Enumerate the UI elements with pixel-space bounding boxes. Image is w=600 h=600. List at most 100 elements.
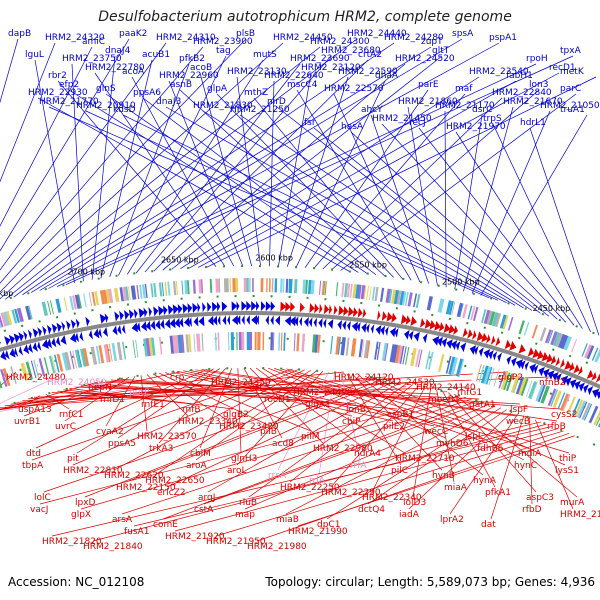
forward-gene-label: gltT: [432, 46, 450, 56]
reverse-gene-label: dpC1: [317, 520, 340, 530]
gene-arrow: [460, 342, 467, 353]
leader-line: [48, 42, 500, 289]
reverse-gene-label: wecB: [506, 417, 530, 427]
leader-line: [189, 369, 476, 432]
cog-band: [272, 332, 275, 351]
forward-gene-label: HRM2_22840: [492, 88, 552, 98]
cog-band: [201, 333, 204, 352]
kbp-label: 2500 kbp: [442, 277, 480, 286]
leader-line: [285, 405, 496, 515]
cog-band: [489, 311, 496, 326]
forward-gene-label: dsrC: [472, 105, 492, 115]
forward-gene-label: HRM2_22590: [338, 67, 398, 77]
gene-arrow: [221, 301, 228, 312]
gene-arrow: [0, 341, 1, 344]
cog-band: [537, 384, 546, 403]
cog-band: [95, 345, 101, 364]
reverse-gene-label: lspF: [510, 405, 528, 415]
gene-arrow: [32, 342, 38, 352]
cog-band: [513, 375, 520, 394]
forward-gene-label: zupT: [421, 37, 443, 47]
cog-band: [235, 278, 239, 293]
cog-band: [43, 357, 50, 375]
cog-band: [47, 300, 52, 315]
cog-band: [366, 340, 371, 359]
cog-band: [49, 300, 54, 315]
forward-gene-label: nirD: [267, 97, 286, 107]
reverse-gene-label: acd8: [272, 439, 294, 449]
cog-band: [193, 333, 196, 352]
cog-band: [0, 312, 8, 327]
forward-gene-label: HRM2_21050: [540, 101, 600, 111]
gene-arrow: [141, 321, 147, 332]
cog-band: [74, 349, 82, 368]
forward-gene-label: efp2: [59, 80, 79, 90]
reverse-gene-label: putP: [129, 388, 150, 398]
gene-arrow: [202, 302, 206, 313]
gene-arrow: [103, 327, 108, 337]
forward-gene-label: plsB: [236, 29, 255, 39]
cog-band: [595, 416, 600, 426]
leader-line: [117, 368, 220, 439]
gene-arrow: [568, 362, 575, 372]
forward-gene-label: HRM2_21450: [372, 114, 432, 124]
cog-band: [119, 287, 124, 302]
gene-arrow: [434, 320, 441, 331]
cog-band: [296, 279, 301, 294]
cog-band: [363, 340, 370, 359]
reverse-gene-label: HRM2_21920: [165, 532, 225, 542]
leader-line: [84, 378, 384, 498]
cog-band: [552, 390, 562, 409]
cog-band: [352, 284, 357, 299]
gene-arrow: [488, 350, 494, 360]
gene-arrow: [23, 344, 30, 354]
cog-band: [357, 284, 362, 299]
gene-arrow: [323, 318, 327, 329]
cog-band: [187, 280, 190, 295]
gene-arrow: [441, 337, 448, 348]
cog-band: [562, 394, 571, 412]
reverse-gene-label: HRM2_21990: [288, 527, 348, 537]
gene-arrow: [18, 332, 24, 342]
forward-gene-label: HRM2_23680: [321, 46, 381, 56]
cog-band: [280, 332, 283, 351]
gene-arrow: [188, 316, 192, 327]
gene-arrow: [564, 360, 572, 370]
gene-arrow: [4, 349, 10, 360]
gene-arrow: [376, 310, 381, 321]
gene-arrow: [299, 302, 305, 313]
reverse-gene-label: HRM2_21980: [247, 542, 307, 552]
gene-leader-lines: [0, 38, 600, 542]
cog-band: [164, 281, 168, 296]
gene-arrow: [504, 339, 511, 350]
gene-arrow: [432, 335, 440, 346]
cog-band: [226, 278, 229, 293]
reverse-gene-label: aspC3: [526, 493, 554, 503]
leader-line: [31, 368, 293, 461]
leader-line: [142, 97, 377, 276]
leader-line: [165, 106, 516, 306]
leader-line: [340, 373, 361, 461]
cog-band: [307, 279, 312, 295]
leader-line: [367, 409, 507, 505]
reverse-gene-label: uvrB1: [14, 417, 41, 427]
cog-band: [525, 380, 533, 398]
cog-band: [335, 336, 340, 355]
gene-arrow: [265, 301, 272, 312]
cog-band: [159, 336, 163, 355]
leader-line: [253, 97, 403, 280]
forward-gene-label: HRM2_22930: [28, 88, 88, 98]
reverse-gene-label: ericZ2: [157, 488, 186, 498]
reverse-gene-label: HRM2_21820: [42, 537, 102, 547]
gene-arrow: [527, 347, 535, 357]
cog-band: [404, 346, 410, 365]
cog-band: [38, 358, 46, 377]
gene-arrow: [381, 311, 387, 322]
cog-band: [335, 282, 339, 297]
cog-band: [388, 289, 393, 304]
cog-band: [77, 349, 83, 368]
cog-band: [61, 352, 70, 371]
leader-line: [318, 372, 336, 476]
gene-arrow: [4, 336, 11, 346]
cog-band: [392, 344, 399, 363]
